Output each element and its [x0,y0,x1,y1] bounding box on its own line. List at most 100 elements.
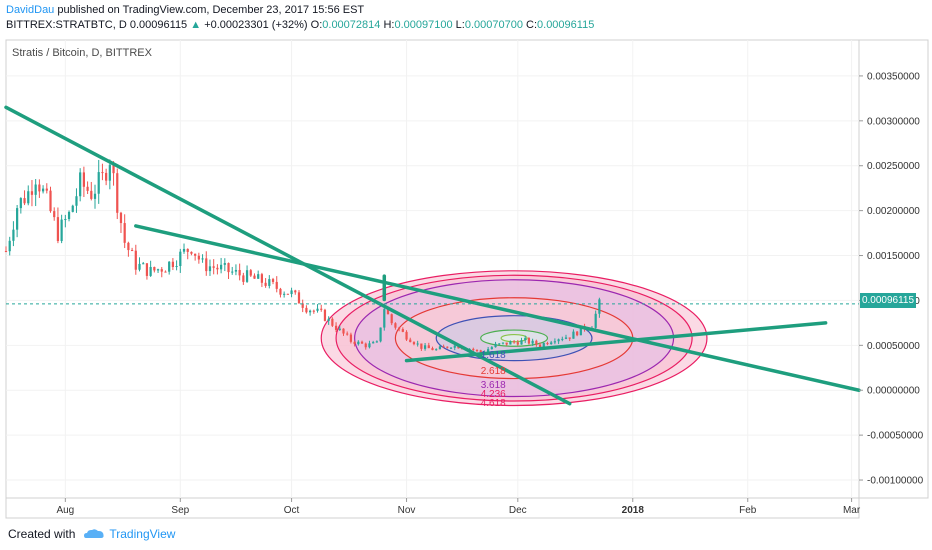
candle-body [268,279,271,286]
candle [71,204,74,213]
high-label: H: [383,19,395,31]
candle [179,248,182,273]
candle-body [320,308,323,310]
candle [572,329,575,339]
candle [368,340,371,349]
candle [242,272,245,285]
time-axis[interactable] [5,497,860,519]
candle [334,322,338,333]
candle [360,340,364,344]
candle-body [594,313,597,328]
candle-body [487,349,490,352]
candle [234,264,238,276]
candle-body [449,347,453,349]
candle-body [38,184,41,192]
candle-body [316,308,319,311]
candle [175,260,178,271]
fib-level-label: 3.618 [481,380,506,391]
candle [527,337,531,345]
candle-body [557,339,560,342]
candle [38,179,41,198]
candle-body [108,164,111,181]
candle-body [238,269,241,276]
candle-body [394,323,397,328]
candle [82,166,85,198]
candle-body [561,338,564,340]
candle [290,287,293,298]
candle-body [412,342,416,345]
candle [427,342,430,349]
candle-body [550,342,553,345]
publish-info: DavidDau published on TradingView.com, D… [6,4,364,16]
candle-body [427,345,430,349]
candle [53,207,56,221]
candle-body [23,198,26,204]
candle [101,163,104,181]
candle [108,159,111,190]
candle-body [16,208,19,230]
candle-body [279,288,282,295]
candle-body [168,261,171,272]
author-name[interactable]: DavidDau [6,4,55,16]
candle-body [553,341,556,343]
candle [383,304,386,331]
candle [260,272,264,288]
candle-body [249,270,252,276]
x-tick-label: Sep [171,505,189,516]
candle-body [538,344,542,348]
candle [227,262,230,279]
candle [64,214,67,228]
x-tick-label: Dec [509,505,527,516]
candle [153,266,156,273]
fib-level-label: 2.618 [481,366,506,377]
candle-body [372,342,375,344]
candle-body [260,274,264,283]
candle-body [349,334,353,342]
candle [138,257,141,272]
candle-body [130,250,134,252]
close-value: 0.00096115 [537,19,595,31]
x-tick-label: Feb [739,505,757,516]
candle [279,287,282,298]
candle [398,326,401,332]
candle [142,261,145,265]
candle-body [598,299,601,314]
candle-body [294,290,297,293]
candle-body [431,348,434,351]
trendline[interactable] [134,224,861,392]
candle [372,340,375,344]
candle [557,338,560,345]
candle [305,305,308,314]
candle-body [390,314,393,324]
candle [130,247,134,252]
candle-body [56,217,60,242]
candle-body [205,258,208,272]
candle [568,337,571,342]
candle-body [231,271,234,273]
candle-body [257,274,260,279]
candle [182,243,186,254]
price-axis[interactable] [858,39,929,499]
trendline[interactable] [404,321,828,363]
candle-body [498,343,501,345]
tradingview-link[interactable]: TradingView [109,527,176,541]
candle-body [79,172,82,197]
candle [416,340,419,347]
fib-level-label: 1.618 [481,350,506,361]
candle-body [242,275,245,282]
candle-body [360,341,364,344]
candle [4,246,8,253]
candle [171,258,175,271]
candle-body [512,341,516,343]
candle [412,341,416,346]
candle [420,343,423,351]
candle [238,263,241,281]
candle-body [264,282,267,286]
tradingview-cloud-icon[interactable] [83,528,105,540]
candle [475,349,479,353]
candle-body [271,279,275,282]
symbol-label: BITTREX:STRATBTC, D [6,19,127,31]
candle [257,270,260,279]
y-tick-label: -0.00050000 [867,431,924,442]
